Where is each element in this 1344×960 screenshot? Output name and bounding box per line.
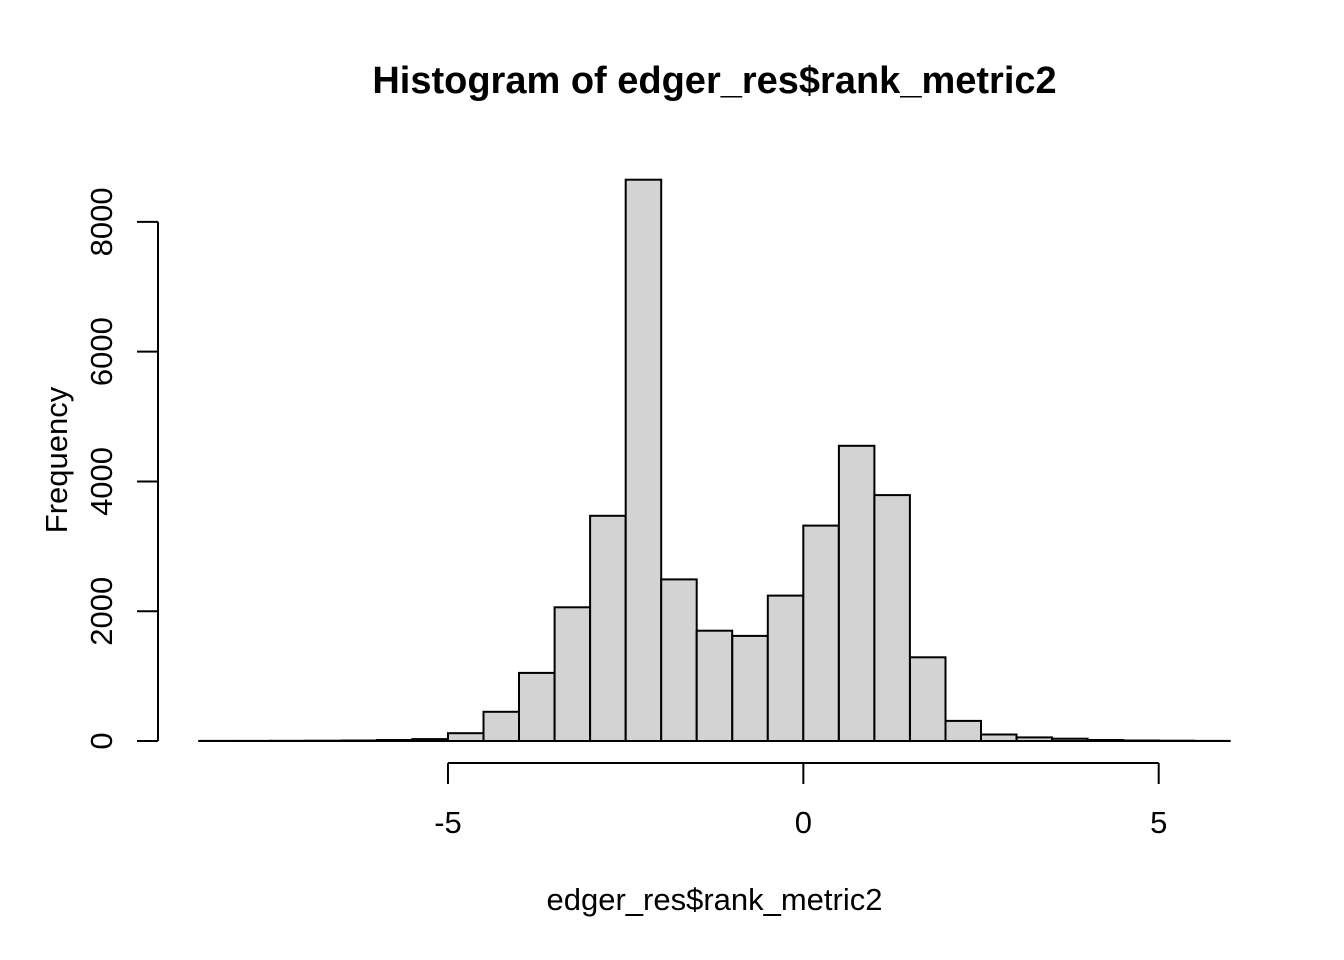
- histogram-bar: [589, 514, 627, 742]
- histogram-bar: [553, 606, 592, 742]
- histogram-bar: [624, 178, 663, 742]
- histogram-bar: [482, 710, 520, 742]
- histogram-bar: [731, 634, 769, 743]
- histogram-bar: [660, 578, 698, 743]
- x-axis-title: edger_res$rank_metric2: [546, 882, 883, 917]
- histogram-bar: [518, 671, 556, 743]
- histogram-bar: [802, 524, 840, 742]
- x-tick-label: 0: [795, 805, 812, 840]
- y-tick-label: 8000: [84, 187, 119, 256]
- x-tick-label: 5: [1150, 805, 1167, 840]
- histogram-bar: [944, 719, 982, 743]
- histogram-bar: [766, 594, 805, 742]
- y-tick-label: 2000: [84, 577, 119, 646]
- y-axis-title-text: Frequency: [39, 386, 74, 534]
- histogram-bar: [1122, 739, 1160, 742]
- y-tick-label: 0: [84, 732, 119, 749]
- histogram-bar: [375, 739, 414, 742]
- histogram-bar: [447, 732, 485, 743]
- histogram-bar: [411, 738, 449, 742]
- histogram-bar: [1051, 737, 1089, 743]
- histogram-bar: [340, 739, 378, 742]
- histogram-bar: [980, 733, 1018, 742]
- histogram-bar: [1015, 736, 1054, 743]
- histogram-bar: [1086, 739, 1125, 742]
- y-tick-label: 4000: [84, 447, 119, 516]
- x-tick-label: -5: [434, 805, 462, 840]
- histogram-bar: [695, 629, 734, 743]
- chart-title: Histogram of edger_res$rank_metric2: [372, 60, 1057, 102]
- y-tick-label: 6000: [84, 317, 119, 386]
- histogram-bar: [837, 444, 876, 742]
- histogram-bar: [873, 494, 911, 742]
- histogram-bar: [909, 656, 947, 742]
